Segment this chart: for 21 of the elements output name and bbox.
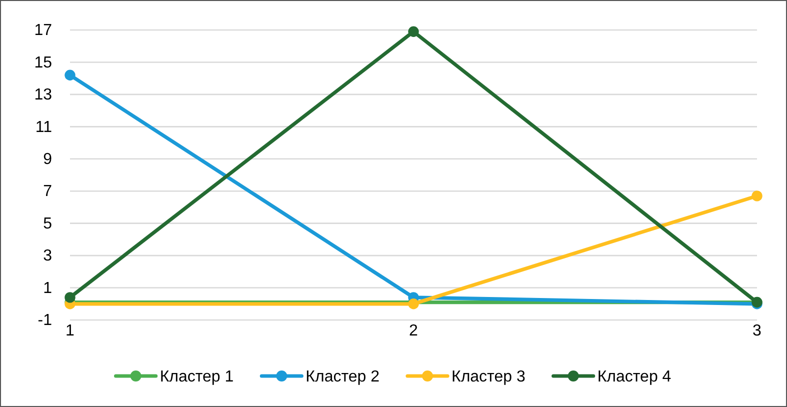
y-tick-label: 13 [34, 86, 52, 104]
y-tick-label: 7 [43, 183, 52, 200]
point [752, 190, 762, 202]
y-tick-label: 15 [34, 54, 52, 72]
x-tick-label: 1 [66, 322, 75, 340]
legend-label: Кластер 4 [597, 368, 672, 386]
legend-label: Кластер 2 [306, 368, 380, 386]
y-tick-label: 11 [35, 118, 52, 136]
y-tick-label: 5 [43, 215, 52, 232]
y-tick-label: 3 [43, 248, 52, 265]
legend-label: Кластер 3 [452, 368, 526, 386]
y-tick-label: -1 [38, 312, 52, 330]
y-tick-label: 1 [43, 280, 52, 297]
y-tick-label: 9 [43, 151, 52, 168]
y-tick-label: 17 [34, 22, 52, 40]
x-tick-label: 2 [409, 322, 418, 340]
x-tick-label: 3 [752, 322, 762, 340]
legend-label: Кластер 1 [160, 368, 234, 386]
point [64, 70, 76, 80]
point [64, 292, 76, 303]
point [408, 26, 419, 37]
